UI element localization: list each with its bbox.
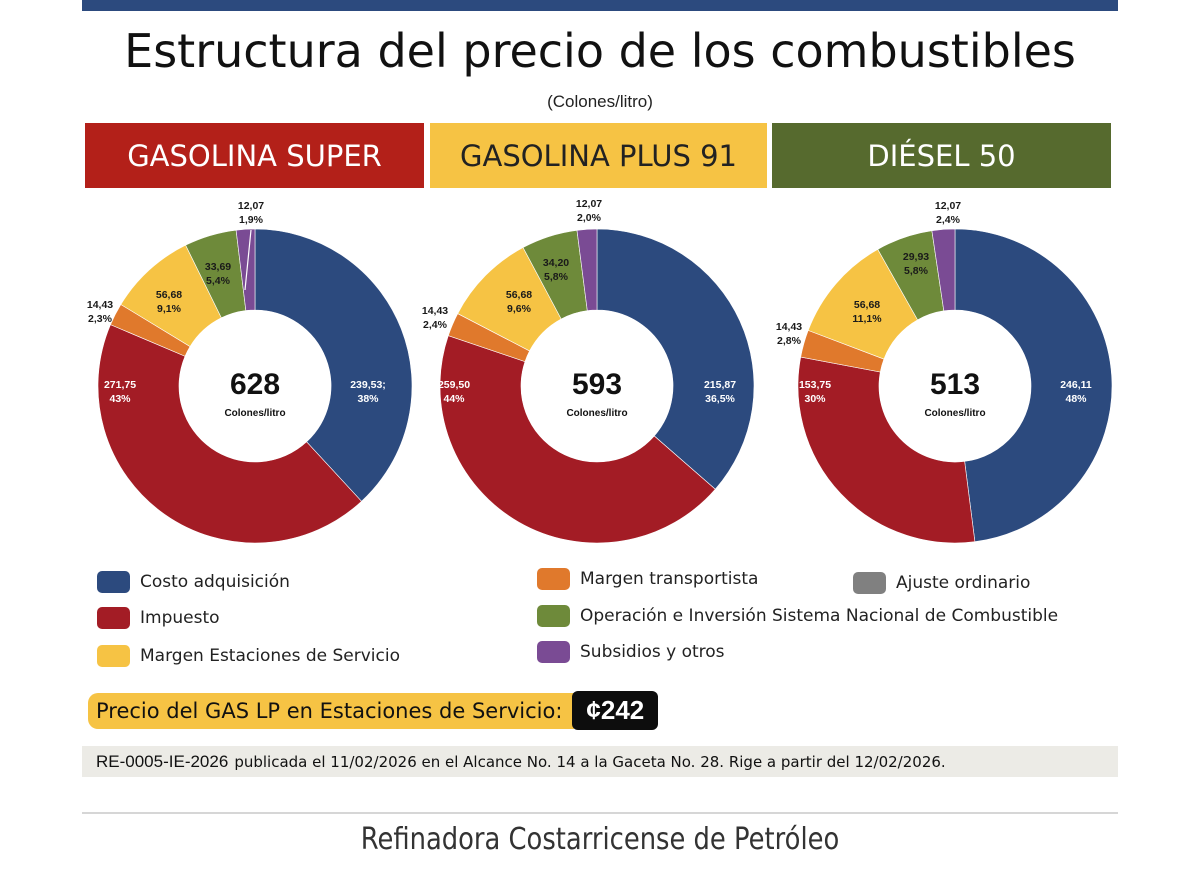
data-label-value: 239,53; xyxy=(350,379,386,391)
data-label-percent: 43% xyxy=(109,393,131,405)
data-label-percent: 48% xyxy=(1065,393,1087,405)
data-label-value: 259,50 xyxy=(438,379,470,391)
top-bar xyxy=(82,0,1118,11)
label-leader-line xyxy=(244,229,252,291)
data-label-value: 29,93 xyxy=(903,251,929,263)
data-label-percent: 44% xyxy=(443,393,465,405)
data-label-value: 56,68 xyxy=(506,289,532,301)
data-label-percent: 2,4% xyxy=(423,319,448,331)
data-label-value: 14,43 xyxy=(776,321,802,333)
donut-gasolina-plus-91: 593 Colones/litro 215,87 36,5% 259,50 44% 14,4… xyxy=(422,198,755,544)
legend-item-subsidios: Subsidios y otros xyxy=(537,641,725,663)
footer-divider xyxy=(82,812,1118,814)
data-label-percent: 2,4% xyxy=(936,214,961,226)
data-label-value: 215,87 xyxy=(704,379,736,391)
donut-unit: Colones/litro xyxy=(224,408,285,419)
legend-item-margen-estaciones: Margen Estaciones de Servicio xyxy=(97,645,400,667)
legend-item-costo: Costo adquisición xyxy=(97,571,290,593)
data-label-value: 56,68 xyxy=(156,289,182,301)
legend-label: Ajuste ordinario xyxy=(896,573,1031,593)
legend-item-ajuste: Ajuste ordinario xyxy=(853,572,1030,594)
donut-hole xyxy=(179,310,331,462)
header-gasolina-super: GASOLINA SUPER xyxy=(85,123,424,188)
data-label-percent: 30% xyxy=(804,393,826,405)
data-label-value: 271,75 xyxy=(104,379,136,391)
header-gasolina-plus-91: GASOLINA PLUS 91 xyxy=(430,123,767,188)
data-label-value: 56,68 xyxy=(854,299,880,311)
data-label-percent: 9,6% xyxy=(507,303,532,315)
data-label-value: 153,75 xyxy=(799,379,831,391)
data-label-value: 12,07 xyxy=(576,198,602,210)
gas-lp-price: ¢242 xyxy=(572,691,659,730)
chart-subtitle: (Colones/litro) xyxy=(547,92,653,111)
legend-label: Margen Estaciones de Servicio xyxy=(140,646,400,666)
donut-unit: Colones/litro xyxy=(566,408,627,419)
donut-total: 628 xyxy=(230,368,280,401)
chart-title: Estructura del precio de los combustible… xyxy=(124,24,1076,78)
data-label-value: 12,07 xyxy=(935,200,961,212)
header-diesel-50: DIÉSEL 50 xyxy=(772,123,1111,188)
gas-lp-price-banner: Precio del GAS LP en Estaciones de Servi… xyxy=(88,691,659,730)
data-label-percent: 5,8% xyxy=(904,265,929,277)
data-label-value: 12,07 xyxy=(238,200,264,212)
legend-label: Subsidios y otros xyxy=(580,642,725,662)
gas-lp-label: Precio del GAS LP en Estaciones de Servi… xyxy=(88,692,575,729)
legend-label: Margen transportista xyxy=(580,569,759,589)
donut-total: 593 xyxy=(572,368,622,401)
donut-total: 513 xyxy=(930,368,980,401)
legend-item-impuesto: Impuesto xyxy=(97,607,220,629)
legend-swatch xyxy=(97,645,130,667)
data-label-value: 14,43 xyxy=(422,305,448,317)
donut-diesel-50: 513 Colones/litro 246,11 48% 153,75 30% 14,43 2… xyxy=(776,200,1113,544)
data-label-percent: 9,1% xyxy=(157,303,182,315)
donut-gasolina-super: 628 Colones/litro 239,53; 38% 271,75 43% 14,43… xyxy=(87,200,413,544)
legend-label: Impuesto xyxy=(140,608,220,628)
data-label-percent: 36,5% xyxy=(705,393,735,405)
legend-swatch xyxy=(853,572,886,594)
data-label-percent: 5,4% xyxy=(206,275,231,287)
data-label-percent: 1,9% xyxy=(239,214,264,226)
data-label-percent: 2,8% xyxy=(777,335,802,347)
legend-swatch xyxy=(537,641,570,663)
donut-hole xyxy=(879,310,1031,462)
donut-charts: 628 Colones/litro 239,53; 38% 271,75 43% 14,43… xyxy=(87,198,1113,544)
legend-swatch xyxy=(97,571,130,593)
data-label-percent: 2,0% xyxy=(577,212,602,224)
data-label-percent: 38% xyxy=(357,393,379,405)
legend-item-margen-transportista: Margen transportista xyxy=(537,568,758,590)
donut-hole xyxy=(521,310,673,462)
data-label-value: 33,69 xyxy=(205,261,231,273)
legend-label: Costo adquisición xyxy=(140,572,290,592)
data-label-percent: 2,3% xyxy=(88,313,113,325)
data-label-value: 14,43 xyxy=(87,299,113,311)
footer-organization: Refinadora Costarricense de Petróleo xyxy=(360,822,840,857)
resolution-note: RE-0005-IE-2026 publicada el 11/02/2026 … xyxy=(82,746,1118,777)
legend-swatch xyxy=(537,568,570,590)
legend-swatch xyxy=(97,607,130,629)
data-label-percent: 11,1% xyxy=(852,313,882,325)
data-label-percent: 5,8% xyxy=(544,271,569,283)
legend-label: Operación e Inversión Sistema Nacional d… xyxy=(580,606,1059,626)
data-label-value: 34,20 xyxy=(543,257,569,269)
resolution-text: publicada el 11/02/2026 en el Alcance No… xyxy=(234,752,946,771)
data-label-value: 246,11 xyxy=(1060,379,1092,391)
donut-unit: Colones/litro xyxy=(924,408,985,419)
legend-item-operacion: Operación e Inversión Sistema Nacional d… xyxy=(537,605,1058,627)
legend-swatch xyxy=(537,605,570,627)
resolution-code: RE-0005-IE-2026 xyxy=(96,751,229,771)
